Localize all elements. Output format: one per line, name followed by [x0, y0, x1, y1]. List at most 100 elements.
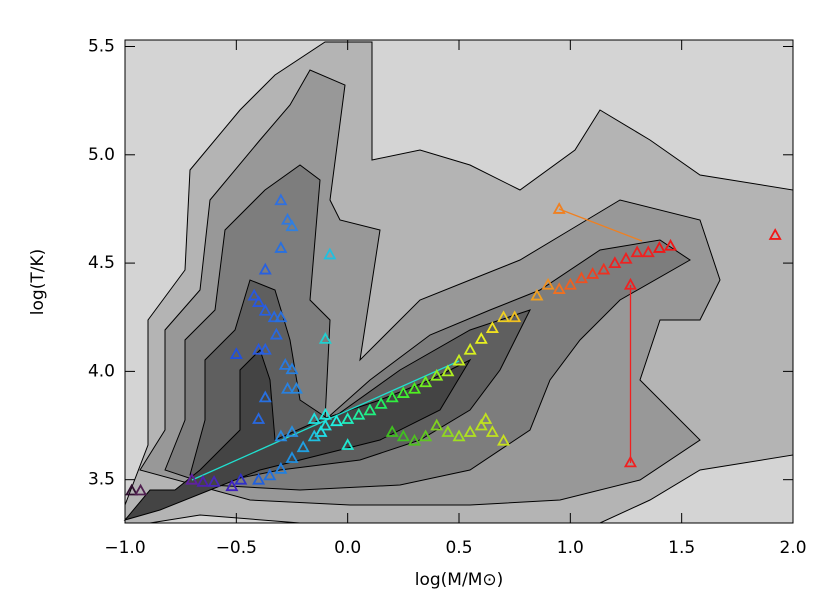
point	[125, 483, 139, 496]
point	[252, 472, 266, 485]
point	[307, 412, 321, 424]
point	[185, 472, 199, 485]
point	[263, 468, 277, 481]
point	[330, 414, 344, 427]
point	[252, 342, 266, 355]
point	[278, 358, 292, 370]
point	[307, 429, 321, 442]
point	[552, 282, 566, 294]
point	[341, 438, 355, 450]
y-tick-label: 5.0	[88, 145, 115, 165]
contour-level	[189, 279, 531, 481]
point	[474, 418, 488, 431]
point	[407, 433, 421, 446]
point	[196, 474, 210, 487]
point	[225, 479, 239, 492]
point	[207, 474, 221, 487]
point	[563, 277, 577, 290]
point	[296, 440, 310, 453]
point	[463, 425, 477, 437]
point	[289, 381, 303, 394]
point	[463, 342, 477, 355]
point	[341, 412, 355, 424]
point	[281, 381, 295, 394]
point	[258, 342, 272, 355]
point	[452, 429, 466, 442]
point	[318, 418, 332, 431]
point	[385, 390, 399, 403]
y-tick-label: 3.5	[88, 470, 115, 490]
point	[485, 425, 499, 437]
point	[419, 375, 433, 388]
point	[247, 288, 261, 301]
point	[452, 353, 466, 366]
x-tick-label: 2.0	[779, 538, 806, 558]
x-tick-label: 1.0	[557, 538, 584, 558]
x-axis-label: log(M/M⊙)	[415, 570, 504, 590]
y-tick-label: 4.5	[88, 253, 115, 273]
point	[374, 397, 388, 409]
y-tick-label: 5.5	[88, 36, 115, 56]
point	[497, 433, 511, 446]
point	[430, 368, 444, 381]
point	[664, 238, 678, 251]
point	[608, 256, 622, 268]
point	[285, 451, 299, 463]
point	[597, 262, 611, 275]
point	[285, 425, 299, 437]
point	[768, 228, 782, 240]
point	[134, 483, 148, 496]
point	[619, 251, 633, 264]
y-axis-label: log(T/K)	[28, 249, 48, 315]
point	[323, 247, 337, 260]
x-tick-label: −1.0	[104, 538, 145, 558]
point	[541, 277, 555, 290]
point	[479, 412, 493, 424]
track-line	[558, 208, 643, 242]
point	[430, 418, 444, 431]
point	[441, 425, 455, 437]
point	[285, 362, 299, 375]
point	[269, 327, 283, 340]
point	[252, 412, 266, 424]
point	[274, 461, 288, 474]
point	[497, 310, 511, 323]
point	[234, 472, 248, 485]
point	[352, 407, 366, 420]
y-tick-label: 4.0	[88, 361, 115, 381]
point	[530, 288, 544, 301]
point	[508, 310, 522, 323]
point	[485, 321, 499, 333]
point	[314, 425, 328, 437]
point	[552, 202, 566, 214]
contours	[123, 41, 794, 524]
point	[586, 267, 600, 279]
point	[419, 429, 433, 442]
point	[474, 332, 488, 344]
point	[318, 332, 332, 344]
point	[396, 386, 410, 398]
point	[623, 277, 637, 290]
point	[441, 364, 455, 377]
point	[258, 303, 272, 316]
point	[396, 429, 410, 442]
point	[267, 310, 281, 323]
point	[407, 381, 421, 394]
point	[285, 219, 299, 232]
point	[623, 455, 637, 468]
point	[641, 245, 655, 258]
point	[258, 390, 272, 403]
point	[385, 425, 399, 437]
point	[274, 310, 288, 323]
point	[281, 212, 295, 225]
x-tick-label: −0.5	[216, 538, 257, 558]
point	[252, 295, 266, 307]
x-tick-label: 0.5	[445, 538, 472, 558]
x-tick-label: 0.0	[334, 538, 361, 558]
point	[574, 271, 588, 284]
point	[363, 403, 377, 416]
point	[630, 245, 644, 258]
point	[274, 241, 288, 253]
x-tick-label: 1.5	[668, 538, 695, 558]
